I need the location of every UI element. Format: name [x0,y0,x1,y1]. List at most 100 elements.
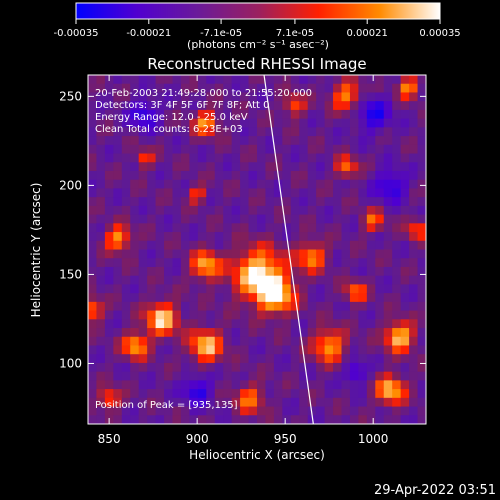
heatmap-cell [400,75,410,85]
heatmap-cell [113,83,123,94]
heatmap-cell [240,127,250,137]
heatmap-cell [307,188,317,198]
heatmap-cell [88,362,98,373]
heatmap-cell [130,310,140,320]
heatmap-cell [299,179,309,190]
heatmap-cell [400,301,410,312]
heatmap-cell [231,301,241,312]
heatmap-cell [400,293,410,303]
heatmap-cell [231,345,241,355]
heatmap-cell [307,275,317,285]
heatmap-cell [392,380,402,390]
heatmap-cell [341,118,351,128]
heatmap-cell [392,249,402,259]
heatmap-cell [88,293,98,303]
heatmap-cell [231,136,241,146]
heatmap-cell [155,336,165,347]
heatmap-cell [349,75,359,85]
heatmap-cell [383,380,393,390]
heatmap-cell [138,118,148,128]
heatmap-cell [273,136,283,146]
heatmap-cell [282,127,292,137]
heatmap-cell [417,249,426,259]
heatmap-cell [189,179,199,190]
heatmap-cell [282,345,292,355]
heatmap-cell [138,362,148,373]
heatmap-cell [409,301,419,312]
heatmap-cell [333,232,343,242]
heatmap-cell [214,188,224,198]
heatmap-cell [299,380,309,390]
heatmap-cell [189,205,199,216]
heatmap-cell [206,258,216,268]
heatmap-cell [121,249,131,259]
heatmap-cell [282,109,292,120]
heatmap-cell [189,83,199,94]
heatmap-cell [417,258,426,268]
x-tick-label: 1000 [358,432,389,446]
heatmap-cell [214,319,224,329]
annotation-detectors: Detectors: 3F 4F 5F 6F 7F 8F; Att 0 [95,100,270,111]
heatmap-cell [130,188,140,198]
heatmap-cell [324,205,334,216]
heatmap-cell [240,284,250,294]
heatmap-cell [358,136,368,146]
heatmap-cell [96,109,106,120]
heatmap-cell [282,328,292,338]
heatmap-cell [197,249,207,259]
heatmap-cell [316,249,326,259]
heatmap-cell [104,249,114,259]
heatmap-cell [324,127,334,137]
heatmap-cell [130,232,140,242]
heatmap-cell [104,170,114,181]
heatmap-cell [88,354,98,364]
heatmap-cell [375,362,385,373]
heatmap-cell [282,415,292,424]
heatmap-cell [172,406,182,416]
heatmap-cell [400,319,410,329]
heatmap-cell [121,389,131,399]
heatmap-cell [392,75,402,85]
heatmap-cell [223,75,233,85]
heatmap-cell [265,266,275,277]
y-tick-label: 250 [59,89,82,103]
heatmap-cell [341,232,351,242]
heatmap-cell [223,240,233,251]
heatmap-cell [164,240,174,251]
heatmap-cell [155,406,165,416]
heatmap-cell [307,380,317,390]
heatmap-cell [265,258,275,268]
heatmap-cell [273,179,283,190]
heatmap-cell [206,345,216,355]
heatmap-cell [197,197,207,207]
heatmap-cell [138,214,148,224]
heatmap-cell [231,205,241,216]
heatmap-cell [366,197,376,207]
heatmap-cell [316,301,326,312]
heatmap-cell [273,284,283,294]
heatmap-cell [189,310,199,320]
heatmap-cell [375,345,385,355]
heatmap-cell [155,188,165,198]
footer-timestamp: 29-Apr-2022 03:51 [374,483,496,498]
heatmap-cell [223,118,233,128]
heatmap-cell [214,336,224,347]
heatmap-cell [341,109,351,120]
heatmap-cell [358,389,368,399]
heatmap-cell [392,101,402,111]
heatmap-cell [383,92,393,102]
heatmap-cell [231,197,241,207]
heatmap-cell [189,101,199,111]
heatmap-cell [113,75,123,85]
heatmap-cell [155,136,165,146]
heatmap-cell [206,75,216,85]
heatmap-cell [96,275,106,285]
heatmap-cell [130,284,140,294]
heatmap-cell [366,179,376,190]
heatmap-cell [206,240,216,251]
heatmap-cell [104,354,114,364]
heatmap-cell [206,83,216,94]
heatmap-cell [341,179,351,190]
heatmap-cell [88,336,98,347]
heatmap-cell [257,83,267,94]
